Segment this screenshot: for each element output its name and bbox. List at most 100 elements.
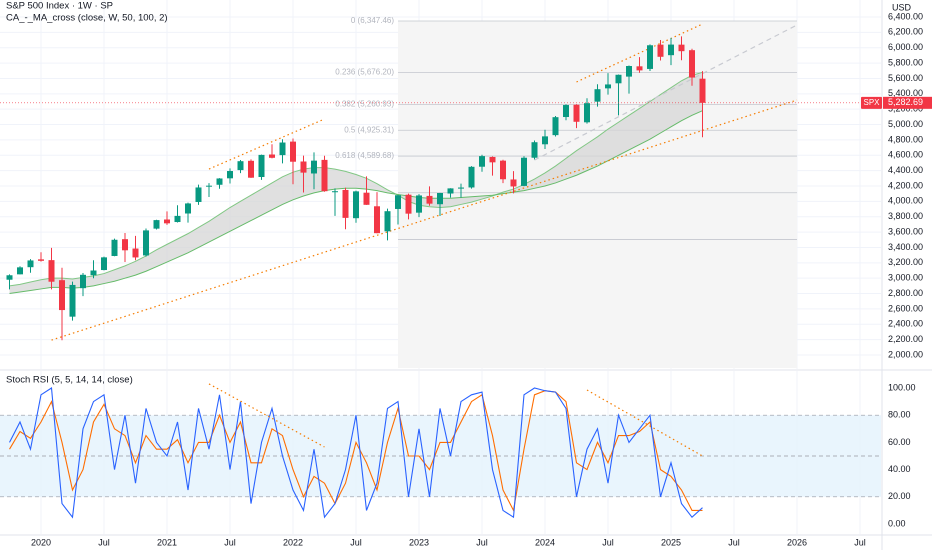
x-tick-label: Jul [854, 537, 866, 547]
candle-body [489, 156, 496, 163]
candle-body [38, 259, 44, 261]
candle-body [59, 280, 65, 311]
oscillator-label: Stoch RSI (5, 5, 14, 14, close) [6, 375, 133, 386]
candle-body [437, 192, 443, 205]
y-tick-label: 4,200.00 [888, 180, 923, 190]
candle-body [311, 160, 317, 174]
x-tick-label: Jul [98, 537, 110, 547]
candle-body [258, 154, 265, 178]
candle-body [80, 274, 86, 289]
x-tick-label: 2023 [409, 537, 429, 547]
x-tick-label: Jul [350, 537, 362, 547]
symbol-tag-text: SPX [863, 98, 880, 107]
trend-line [208, 118, 325, 170]
candle-body [6, 275, 13, 280]
currency-label: USD [892, 2, 912, 12]
candle-body [479, 156, 485, 167]
candle-body [153, 220, 160, 229]
ma-ribbon [9, 72, 703, 294]
x-tick-label: 2025 [661, 537, 681, 547]
candle-body [227, 171, 233, 179]
candle-body [458, 187, 464, 189]
candle-body [689, 50, 695, 78]
y-tick-label: 2,800.00 [888, 288, 923, 298]
y-tick-label: 6,200.00 [888, 27, 923, 37]
candle-body [521, 157, 527, 186]
x-tick-label: Jul [728, 537, 740, 547]
candle-body [101, 257, 107, 271]
x-tick-label: Jul [224, 537, 236, 547]
symbol-tag [861, 96, 882, 109]
candle-body [300, 161, 307, 173]
y-tick-label: 2,200.00 [888, 334, 923, 344]
y-tick-label: 4,000.00 [888, 196, 923, 206]
candle-body [143, 230, 149, 256]
y-tick-label: 5,800.00 [888, 57, 923, 67]
ma-line [9, 110, 703, 295]
chart-title: S&P 500 Index · 1W · SP [6, 1, 113, 12]
candle-body [626, 66, 632, 77]
y-tick-label: 3,000.00 [888, 273, 923, 283]
candle-body [27, 260, 34, 268]
y-tick-label: 3,400.00 [888, 242, 923, 252]
y-tick-label: 5,600.00 [888, 73, 923, 83]
y-tick-label: 3,600.00 [888, 226, 923, 236]
y-tick-label: 6,000.00 [888, 42, 923, 52]
oscillator-line [9, 390, 703, 513]
y-tick-label: 100.00 [888, 382, 916, 392]
candle-body [426, 195, 433, 204]
candle-body [395, 195, 401, 209]
y-tick-label: 6,400.00 [888, 11, 923, 21]
x-tick-label: 2024 [535, 537, 555, 547]
candle-body [216, 178, 223, 185]
candle-body [468, 166, 475, 188]
candle-body [248, 160, 254, 178]
candle-body [531, 142, 538, 158]
fib-label: 0.618 (4,589.68) [335, 151, 394, 160]
y-tick-label: 5,400.00 [888, 88, 923, 98]
candle-body [405, 194, 412, 214]
fib-label: 0.5 (4,925.31) [344, 125, 394, 134]
candle-body [269, 154, 275, 158]
y-tick-label: 40.00 [888, 464, 911, 474]
y-tick-label: 20.00 [888, 491, 911, 501]
ma-line [9, 71, 703, 287]
band [0, 415, 881, 497]
indicator-label: CA_-_MA_cross (close, W, 50, 100, 2) [6, 13, 168, 24]
candle-body [374, 206, 380, 234]
y-tick-label: 3,200.00 [888, 257, 923, 267]
candle-body [563, 105, 569, 118]
trend-line [534, 24, 798, 161]
price-pane: 0 (6,347.46) 0.236 (5,676.20) 0.382 (5,260… [0, 0, 881, 369]
candle-body [332, 191, 338, 193]
candle-body [699, 78, 706, 103]
candle-body [279, 142, 286, 156]
y-tick-label: 80.00 [888, 410, 911, 420]
candle-body [69, 284, 76, 317]
price-tag [883, 96, 932, 109]
candle-body [206, 185, 212, 187]
x-tick-label: Jul [602, 537, 614, 547]
candle-body [321, 159, 328, 192]
candle-body [90, 270, 97, 276]
candle-body [657, 44, 664, 57]
trend-line [51, 99, 798, 341]
candle-body [195, 187, 202, 202]
candle-body [353, 191, 359, 219]
candle-body [416, 195, 422, 213]
y-tick-label: 2,600.00 [888, 303, 923, 313]
y-tick-label: 2,000.00 [888, 349, 923, 359]
oscillator-line [9, 387, 703, 519]
candle-body [594, 89, 601, 102]
candle-body [636, 66, 643, 71]
candle-body [500, 160, 506, 180]
candle-body [185, 203, 191, 214]
candle-body [132, 248, 139, 258]
candle-body [111, 239, 118, 256]
candle-body [605, 84, 611, 89]
y-tick-label: 60.00 [888, 437, 911, 447]
candle-body [48, 260, 55, 282]
fib-label: 0.236 (5,676.20) [335, 68, 394, 77]
candle-body [573, 104, 580, 122]
